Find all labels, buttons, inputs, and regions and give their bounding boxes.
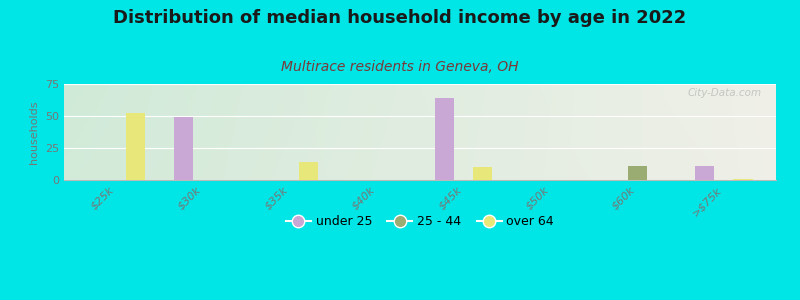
Bar <box>434 98 454 180</box>
Bar <box>126 113 145 180</box>
Bar <box>299 162 318 180</box>
Text: Multirace residents in Geneva, OH: Multirace residents in Geneva, OH <box>282 60 518 74</box>
Bar <box>473 167 492 180</box>
Text: Distribution of median household income by age in 2022: Distribution of median household income … <box>114 9 686 27</box>
Y-axis label: households: households <box>30 100 39 164</box>
Bar <box>174 117 194 180</box>
Bar <box>695 166 714 180</box>
Text: City-Data.com: City-Data.com <box>688 88 762 98</box>
Bar <box>734 179 753 180</box>
Bar <box>627 166 646 180</box>
Legend: under 25, 25 - 44, over 64: under 25, 25 - 44, over 64 <box>281 210 559 233</box>
